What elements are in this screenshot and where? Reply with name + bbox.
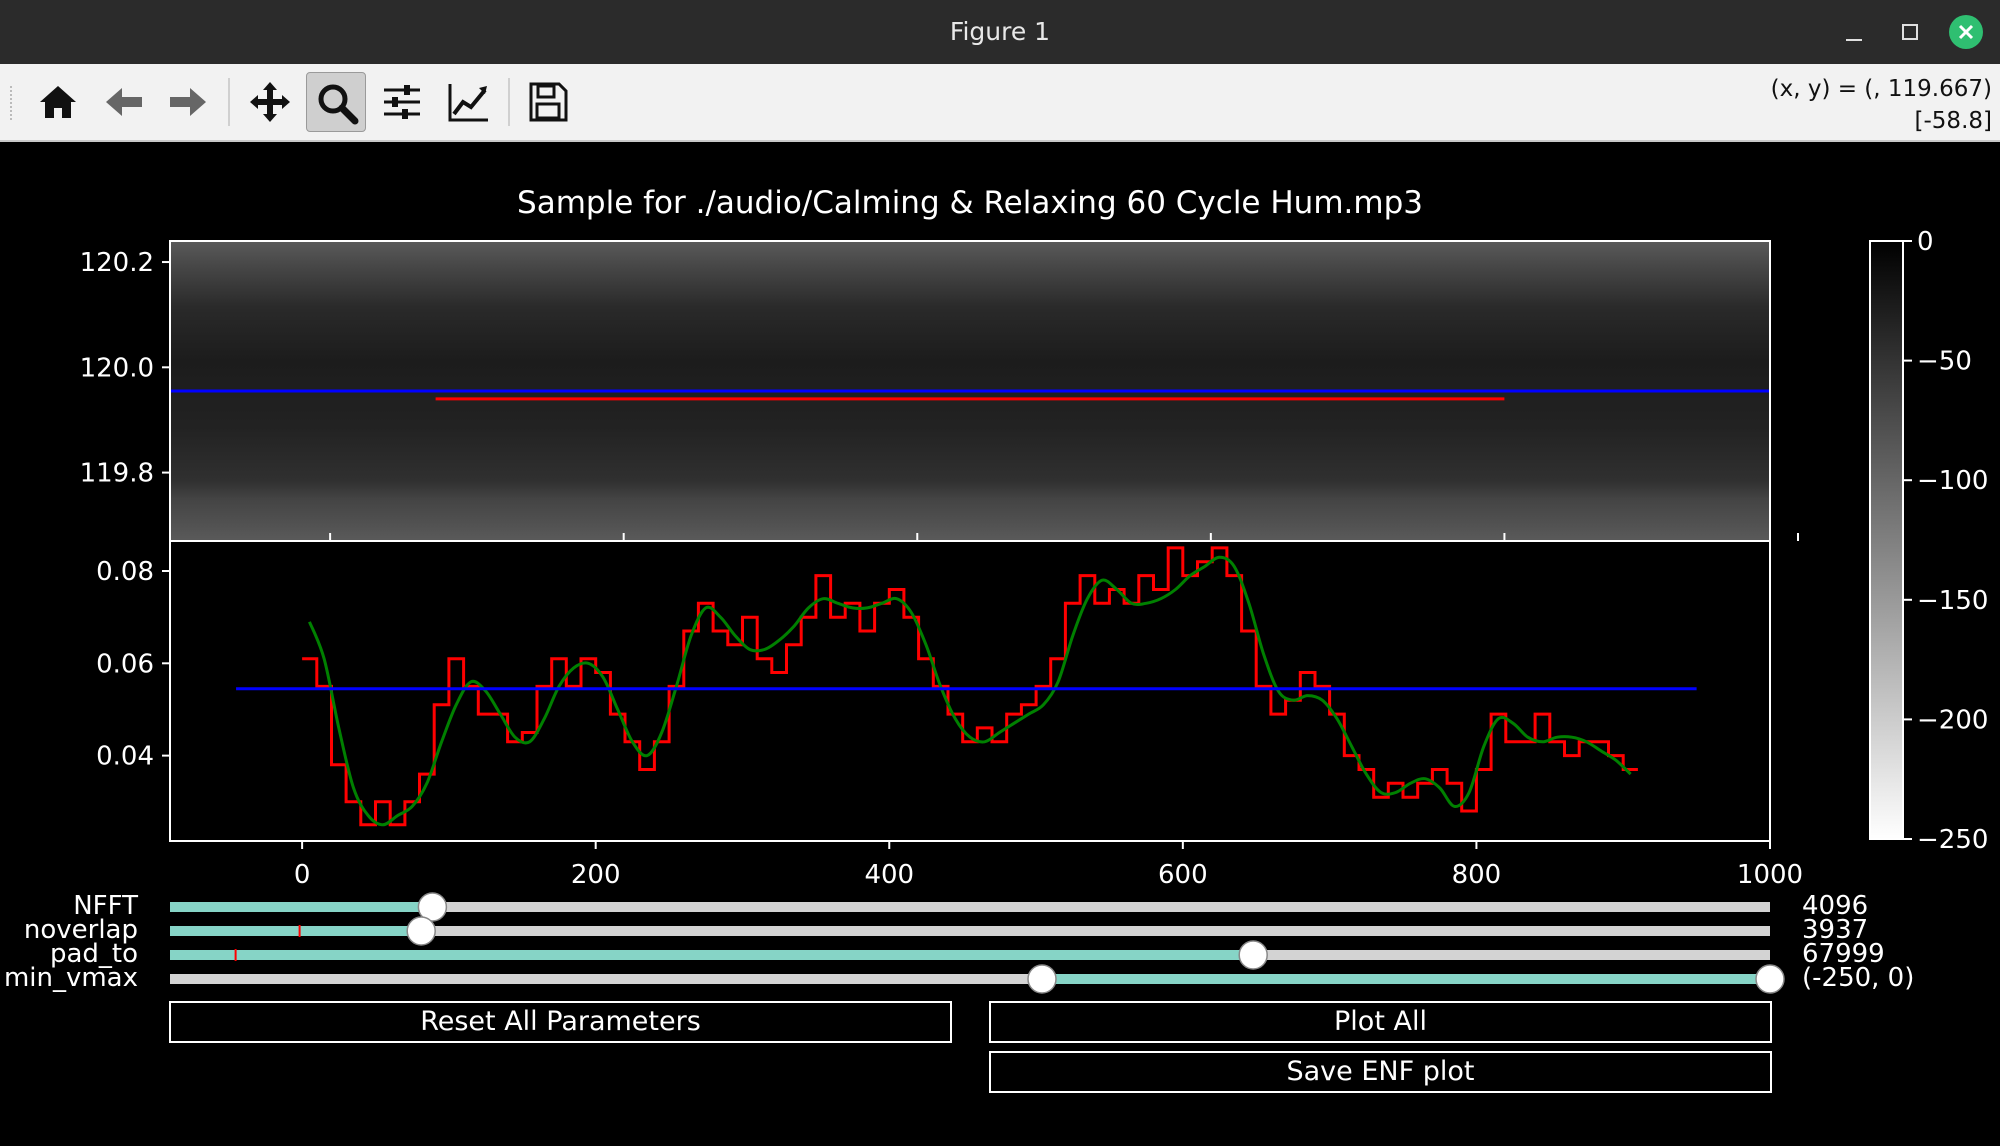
spectrogram-ytick-label: 120.0 bbox=[80, 353, 154, 383]
slider-track bbox=[170, 974, 1770, 984]
noverlap-value: 3937 bbox=[1802, 915, 1869, 945]
enf-axes: 0 200 400 600 800 1000 0.08 0.06 0.04 bbox=[96, 533, 1803, 890]
pad-to-label: pad_to bbox=[49, 939, 138, 969]
colorbar-tick-label: −50 bbox=[1917, 347, 1972, 377]
noverlap-slider[interactable] bbox=[170, 916, 1770, 946]
colorbar-tick-label: −250 bbox=[1917, 825, 1988, 855]
noverlap-label: noverlap bbox=[23, 915, 138, 945]
coords-line-2: [-58.8] bbox=[1914, 108, 1992, 134]
save-icon bbox=[529, 82, 568, 122]
enf-ytick-label: 0.08 bbox=[96, 557, 154, 587]
enf-ytick-label: 0.06 bbox=[96, 649, 154, 679]
slider-track bbox=[170, 902, 1770, 912]
slider-track bbox=[170, 926, 1770, 936]
toolbar-grip bbox=[10, 86, 16, 120]
figure-canvas: Sample for ./audio/Calming & Relaxing 60… bbox=[0, 140, 2000, 1142]
home-icon bbox=[40, 86, 76, 118]
nfft-value: 4096 bbox=[1802, 891, 1869, 921]
spectrogram-ytick-label: 119.8 bbox=[80, 459, 154, 489]
configure-subplots-button[interactable] bbox=[372, 72, 432, 132]
coords-line-1: (x, y) = (, 119.667) bbox=[1770, 76, 1992, 102]
save-figure-button[interactable] bbox=[518, 72, 578, 132]
close-icon[interactable] bbox=[1948, 14, 1984, 50]
enf-ytick-label: 0.04 bbox=[96, 742, 154, 772]
enf-smoothed-line bbox=[308, 555, 1632, 827]
colorbar-tick-label: −100 bbox=[1917, 466, 1988, 496]
enf-raw-step-line bbox=[302, 546, 1638, 827]
back-button[interactable] bbox=[94, 72, 154, 132]
pan-icon bbox=[250, 82, 290, 122]
colorbar-tick-label: 0 bbox=[1917, 227, 1934, 257]
pan-button[interactable] bbox=[240, 72, 300, 132]
pad-to-slider[interactable] bbox=[170, 940, 1770, 970]
colorbar-tick-label: −150 bbox=[1917, 586, 1988, 616]
maximize-icon[interactable] bbox=[1892, 14, 1928, 50]
pad-to-value: 67999 bbox=[1802, 939, 1885, 969]
forward-button[interactable] bbox=[158, 72, 218, 132]
spectrogram-ytick-label: 120.2 bbox=[80, 248, 154, 278]
edit-axis-icon bbox=[448, 84, 488, 122]
window-title: Figure 1 bbox=[949, 17, 1051, 46]
min-vmax-label: min_vmax bbox=[3, 963, 138, 993]
enf-xtick-label: 400 bbox=[864, 860, 914, 890]
spectrogram-axes: 120.2 120.0 119.8 bbox=[80, 240, 1771, 542]
window-title-bar: Figure 1 bbox=[0, 0, 2000, 64]
slider-handle[interactable] bbox=[1027, 964, 1057, 994]
slider-fill bbox=[170, 950, 1254, 960]
nfft-slider[interactable] bbox=[170, 892, 1770, 922]
toolbar-separator bbox=[508, 78, 510, 126]
plot-all-button[interactable]: Plot All bbox=[989, 1001, 1772, 1043]
navigation-toolbar: (x, y) = (, 119.667) [-58.8] bbox=[0, 64, 2000, 142]
slider-fill bbox=[1042, 974, 1770, 984]
zoom-icon bbox=[318, 84, 359, 125]
enf-xtick-label: 0 bbox=[294, 860, 311, 890]
colorbar-tick-label: −200 bbox=[1917, 705, 1988, 735]
home-button[interactable] bbox=[28, 72, 88, 132]
enf-frame bbox=[169, 540, 1771, 842]
toolbar-separator bbox=[228, 78, 230, 126]
save-enf-plot-button[interactable]: Save ENF plot bbox=[989, 1051, 1772, 1093]
minimize-icon[interactable] bbox=[1836, 14, 1872, 50]
enf-xtick-label: 200 bbox=[571, 860, 621, 890]
edit-axis-button[interactable] bbox=[438, 72, 498, 132]
back-icon bbox=[106, 88, 142, 116]
figure-svg: Sample for ./audio/Calming & Relaxing 60… bbox=[80, 185, 1988, 994]
enf-xtick-label: 600 bbox=[1158, 860, 1208, 890]
configure-subplots-icon bbox=[384, 85, 420, 119]
forward-icon bbox=[170, 88, 206, 116]
figure-title: Sample for ./audio/Calming & Relaxing 60… bbox=[517, 185, 1423, 221]
slider-handle[interactable] bbox=[406, 916, 436, 946]
reset-all-parameters-button[interactable]: Reset All Parameters bbox=[169, 1001, 952, 1043]
min-vmax-slider[interactable] bbox=[170, 964, 1785, 994]
enf-xtick-label: 1000 bbox=[1737, 860, 1803, 890]
slider-fill bbox=[170, 902, 433, 912]
slider-fill bbox=[170, 926, 422, 936]
zoom-button[interactable] bbox=[306, 72, 366, 132]
slider-handle[interactable] bbox=[417, 892, 448, 922]
slider-handle[interactable] bbox=[1755, 964, 1785, 994]
min-vmax-value: (-250, 0) bbox=[1802, 963, 1915, 993]
slider-handle[interactable] bbox=[1238, 940, 1268, 970]
enf-xtick-label: 800 bbox=[1452, 860, 1502, 890]
colorbar: 0 −50 −100 −150 −200 −250 bbox=[1869, 227, 1988, 855]
nfft-label: NFFT bbox=[73, 891, 138, 921]
colorbar-gradient bbox=[1869, 240, 1904, 840]
cursor-coordinates: (x, y) = (, 119.667) [-58.8] bbox=[1771, 73, 1992, 137]
